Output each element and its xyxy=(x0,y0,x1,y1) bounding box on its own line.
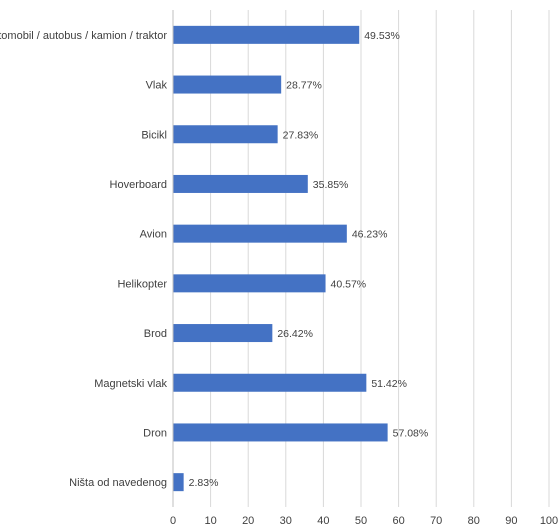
x-tick-label: 100 xyxy=(540,515,558,526)
data-label: 28.77% xyxy=(286,80,322,92)
data-label: 35.85% xyxy=(313,179,349,191)
labels: 0 10 20 30 40 50 60 70 80 90 100 Automobil / autobu… xyxy=(0,30,558,526)
x-tick-label: 20 xyxy=(242,515,254,526)
x-tick-label: 0 xyxy=(170,515,176,526)
category-label: Brod xyxy=(144,328,167,340)
bar xyxy=(173,125,278,144)
x-tick-label: 10 xyxy=(204,515,216,526)
bars xyxy=(173,25,388,492)
category-label: Hoverboard xyxy=(110,179,167,191)
category-label: Automobil / autobus / kamion / traktor xyxy=(0,30,167,42)
bar xyxy=(173,224,347,243)
category-label: Helikopter xyxy=(117,278,167,290)
x-tick-label: 90 xyxy=(505,515,517,526)
data-label: 51.42% xyxy=(371,378,407,390)
bar xyxy=(173,25,360,44)
x-tick-label: 60 xyxy=(392,515,404,526)
data-label: 26.42% xyxy=(277,328,313,340)
x-tick-label: 80 xyxy=(468,515,480,526)
category-label: Ništa od navedenog xyxy=(69,477,167,489)
bar xyxy=(173,324,273,343)
data-label: 40.57% xyxy=(331,278,367,290)
x-tick-label: 70 xyxy=(430,515,442,526)
data-label: 57.08% xyxy=(393,427,429,439)
bar xyxy=(173,423,388,442)
bar xyxy=(173,174,308,193)
data-label: 46.23% xyxy=(352,229,388,241)
x-tick-label: 30 xyxy=(280,515,292,526)
category-label: Bicikl xyxy=(141,129,167,141)
category-label: Avion xyxy=(140,229,167,241)
data-label: 27.83% xyxy=(283,129,319,141)
x-tick-label: 40 xyxy=(317,515,329,526)
category-label: Magnetski vlak xyxy=(94,378,167,390)
bar xyxy=(173,274,326,293)
category-label: Dron xyxy=(143,427,167,439)
category-label: Vlak xyxy=(146,80,168,92)
bar xyxy=(173,373,367,392)
x-tick-label: 50 xyxy=(355,515,367,526)
data-label: 2.83% xyxy=(189,477,219,489)
bar xyxy=(173,75,282,94)
data-label: 49.53% xyxy=(364,30,400,42)
bar xyxy=(173,473,184,492)
